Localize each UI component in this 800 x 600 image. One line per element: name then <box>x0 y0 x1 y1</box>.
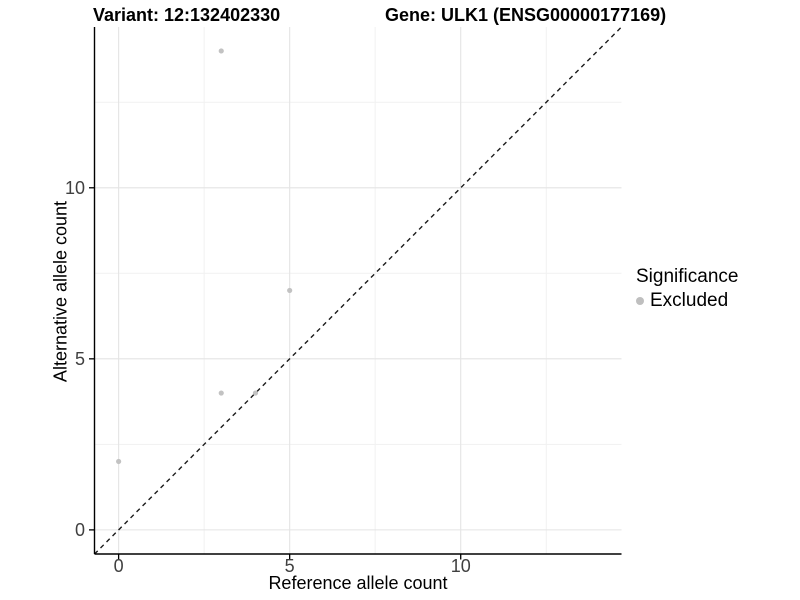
plot-title-gene: Gene: ULK1 (ENSG00000177169) <box>385 5 667 25</box>
x-tick-label: 5 <box>284 556 295 576</box>
x-tick-label: 10 <box>450 556 471 576</box>
identity-reference-line <box>94 26 622 555</box>
plot-title-variant: Variant: 12:132402330 <box>93 5 281 25</box>
x-axis-title: Reference allele count <box>268 573 448 593</box>
data-point <box>218 48 224 54</box>
legend-title: Significance <box>636 266 739 287</box>
legend-item-excluded: Excluded <box>636 290 738 312</box>
y-tick-label: 10 <box>64 177 85 198</box>
legend: Significance Excluded <box>636 266 738 312</box>
legend-item-label: Excluded <box>650 290 729 311</box>
data-point <box>116 458 122 465</box>
y-tick-label: 5 <box>74 348 85 369</box>
y-tick-label: 0 <box>74 519 85 540</box>
data-point <box>287 287 293 294</box>
data-point <box>218 390 224 396</box>
legend-point-icon <box>636 297 644 305</box>
data-point <box>252 390 259 396</box>
x-tick-label: 0 <box>113 556 124 576</box>
